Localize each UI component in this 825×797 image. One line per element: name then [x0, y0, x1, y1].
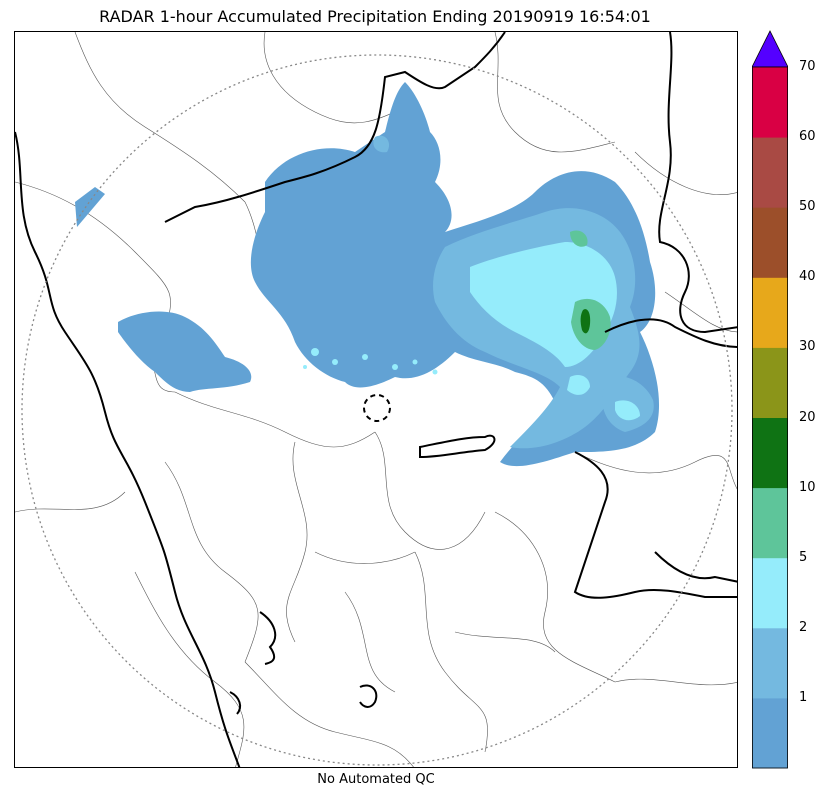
- colorbar-tick-label: 5: [799, 549, 808, 565]
- colorbar-segment: [752, 627, 788, 699]
- colorbar-extend-arrow: [752, 30, 788, 68]
- colorbar-tick-label: 2: [799, 619, 808, 635]
- qc-note: No Automated QC: [317, 772, 435, 787]
- colorbar-tick-label: 1: [799, 689, 808, 705]
- precip-extreme: [580, 309, 591, 334]
- colorbar-segment: [752, 277, 788, 348]
- precipitation-colorbar: [752, 30, 788, 769]
- map-title: RADAR 1-hour Accumulated Precipitation E…: [99, 7, 651, 26]
- colorbar-segment: [752, 347, 788, 418]
- colorbar-segment: [752, 487, 788, 559]
- colorbar-outline: [752, 66, 788, 769]
- radar-map-canvas: [15, 32, 737, 767]
- colorbar-tick-label: 20: [799, 409, 816, 425]
- radar-site-marker: [363, 394, 391, 422]
- colorbar-tick-label: 10: [799, 479, 816, 495]
- precip-scattered-cells: [303, 348, 438, 375]
- colorbar-segment: [752, 137, 788, 208]
- colorbar-segment: [752, 417, 788, 489]
- colorbar-segment: [752, 697, 788, 769]
- colorbar-segment: [752, 557, 788, 629]
- colorbar-segment: [752, 207, 788, 278]
- colorbar-tick-label: 50: [799, 199, 816, 215]
- state-boundaries: [15, 32, 737, 767]
- precip-very-heavy: [570, 230, 611, 350]
- colorbar-tick-label: 60: [799, 129, 816, 145]
- colorbar-tick-label: 30: [799, 339, 816, 355]
- colorbar-segment: [752, 67, 788, 138]
- radar-range-ring: [21, 54, 733, 766]
- colorbar-tick-label: 40: [799, 269, 816, 285]
- radar-map[interactable]: [14, 31, 738, 768]
- colorbar-tick-label: 70: [799, 59, 816, 74]
